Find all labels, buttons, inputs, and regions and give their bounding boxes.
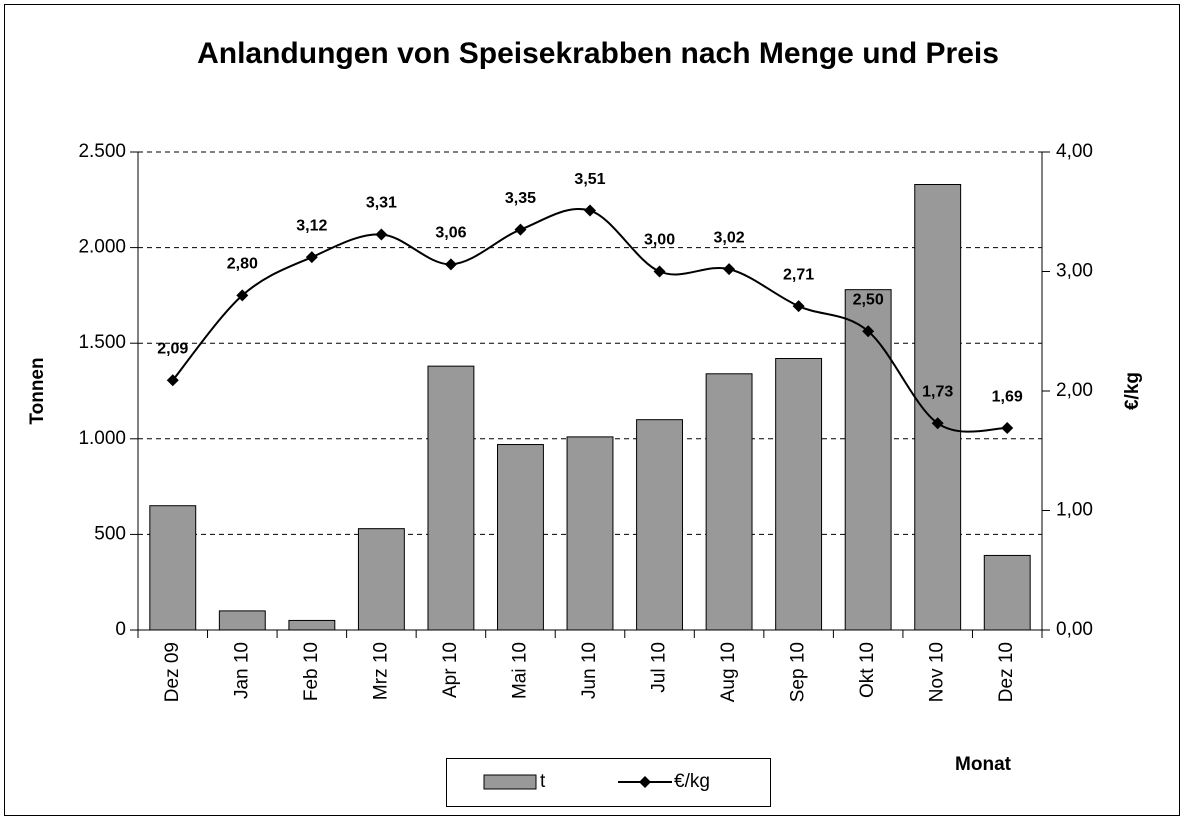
marker [653, 265, 666, 278]
data-label: 3,06 [435, 225, 466, 242]
chart-title: Anlandungen von Speisekrabben nach Menge… [197, 37, 999, 70]
bar [357, 528, 405, 631]
y2-tick-label: 1,00 [1056, 500, 1093, 521]
x-tick-label: Apr 10 [440, 642, 461, 698]
y-tick-label: 2.000 [78, 237, 126, 258]
marker [862, 325, 875, 338]
marker [444, 258, 457, 271]
bar [149, 505, 197, 631]
y2-tick-label: 4,00 [1056, 141, 1093, 162]
y-axis-label: Tonnen [27, 357, 48, 424]
marker [166, 374, 179, 387]
x-tick-label: Jan 10 [231, 642, 252, 699]
y2-tick-label: 0,00 [1056, 619, 1093, 640]
x-tick-label: Mrz 10 [370, 642, 391, 700]
x-tick-label: Mai 10 [509, 642, 530, 699]
data-label: 3,51 [574, 171, 605, 188]
y-tick-label: 2.500 [78, 141, 126, 162]
x-tick-label: Aug 10 [718, 642, 739, 702]
y-tick-label: 500 [94, 523, 126, 544]
x-tick-label: Sep 10 [788, 642, 809, 702]
legend-label: t [540, 771, 546, 792]
bar [983, 554, 1031, 631]
bar [775, 357, 823, 631]
data-label: 1,73 [922, 383, 953, 400]
data-label: 1,69 [992, 388, 1023, 405]
x-tick-label: Feb 10 [301, 642, 322, 701]
legend-label: €/kg [674, 771, 710, 792]
bar [497, 444, 544, 631]
bar [914, 184, 962, 631]
y2-axis-label: €/kg [1122, 372, 1143, 410]
y-tick-label: 1.500 [78, 332, 126, 353]
marker [931, 417, 944, 430]
y-tick-label: 0 [115, 619, 126, 640]
bar [566, 436, 614, 631]
data-label: 2,80 [227, 256, 258, 273]
marker [723, 263, 736, 276]
x-tick-label: Dez 09 [162, 642, 183, 702]
data-label: 2,71 [783, 266, 814, 283]
bar [288, 619, 336, 631]
bar [844, 289, 892, 631]
marker [236, 289, 249, 302]
x-axis-label: Monat [955, 754, 1012, 775]
data-label: 3,02 [714, 229, 745, 246]
data-label: 2,09 [157, 340, 188, 357]
bar [427, 365, 475, 631]
bar [218, 610, 266, 631]
legend-marker [639, 776, 651, 788]
x-tick-label: Okt 10 [857, 642, 878, 698]
data-label: 3,31 [366, 195, 397, 212]
marker [375, 228, 388, 241]
x-tick-label: Jul 10 [649, 642, 670, 693]
y2-tick-label: 3,00 [1056, 261, 1093, 282]
marker [305, 251, 318, 264]
x-tick-label: Dez 10 [996, 642, 1017, 702]
data-label: 3,00 [644, 232, 675, 249]
data-label: 2,50 [853, 291, 884, 308]
y-tick-label: 1.000 [78, 428, 126, 449]
legend-swatch [483, 774, 537, 790]
marker [1001, 422, 1014, 435]
bar [705, 373, 753, 631]
x-tick-label: Nov 10 [927, 642, 948, 702]
marker [514, 223, 527, 236]
data-label: 3,35 [505, 190, 536, 207]
marker [792, 300, 805, 313]
marker [584, 204, 596, 217]
chart-frame [4, 4, 1180, 816]
x-tick-label: Jun 10 [579, 642, 600, 699]
bar [636, 419, 683, 631]
data-label: 3,12 [296, 217, 327, 234]
y2-tick-label: 2,00 [1056, 380, 1093, 401]
